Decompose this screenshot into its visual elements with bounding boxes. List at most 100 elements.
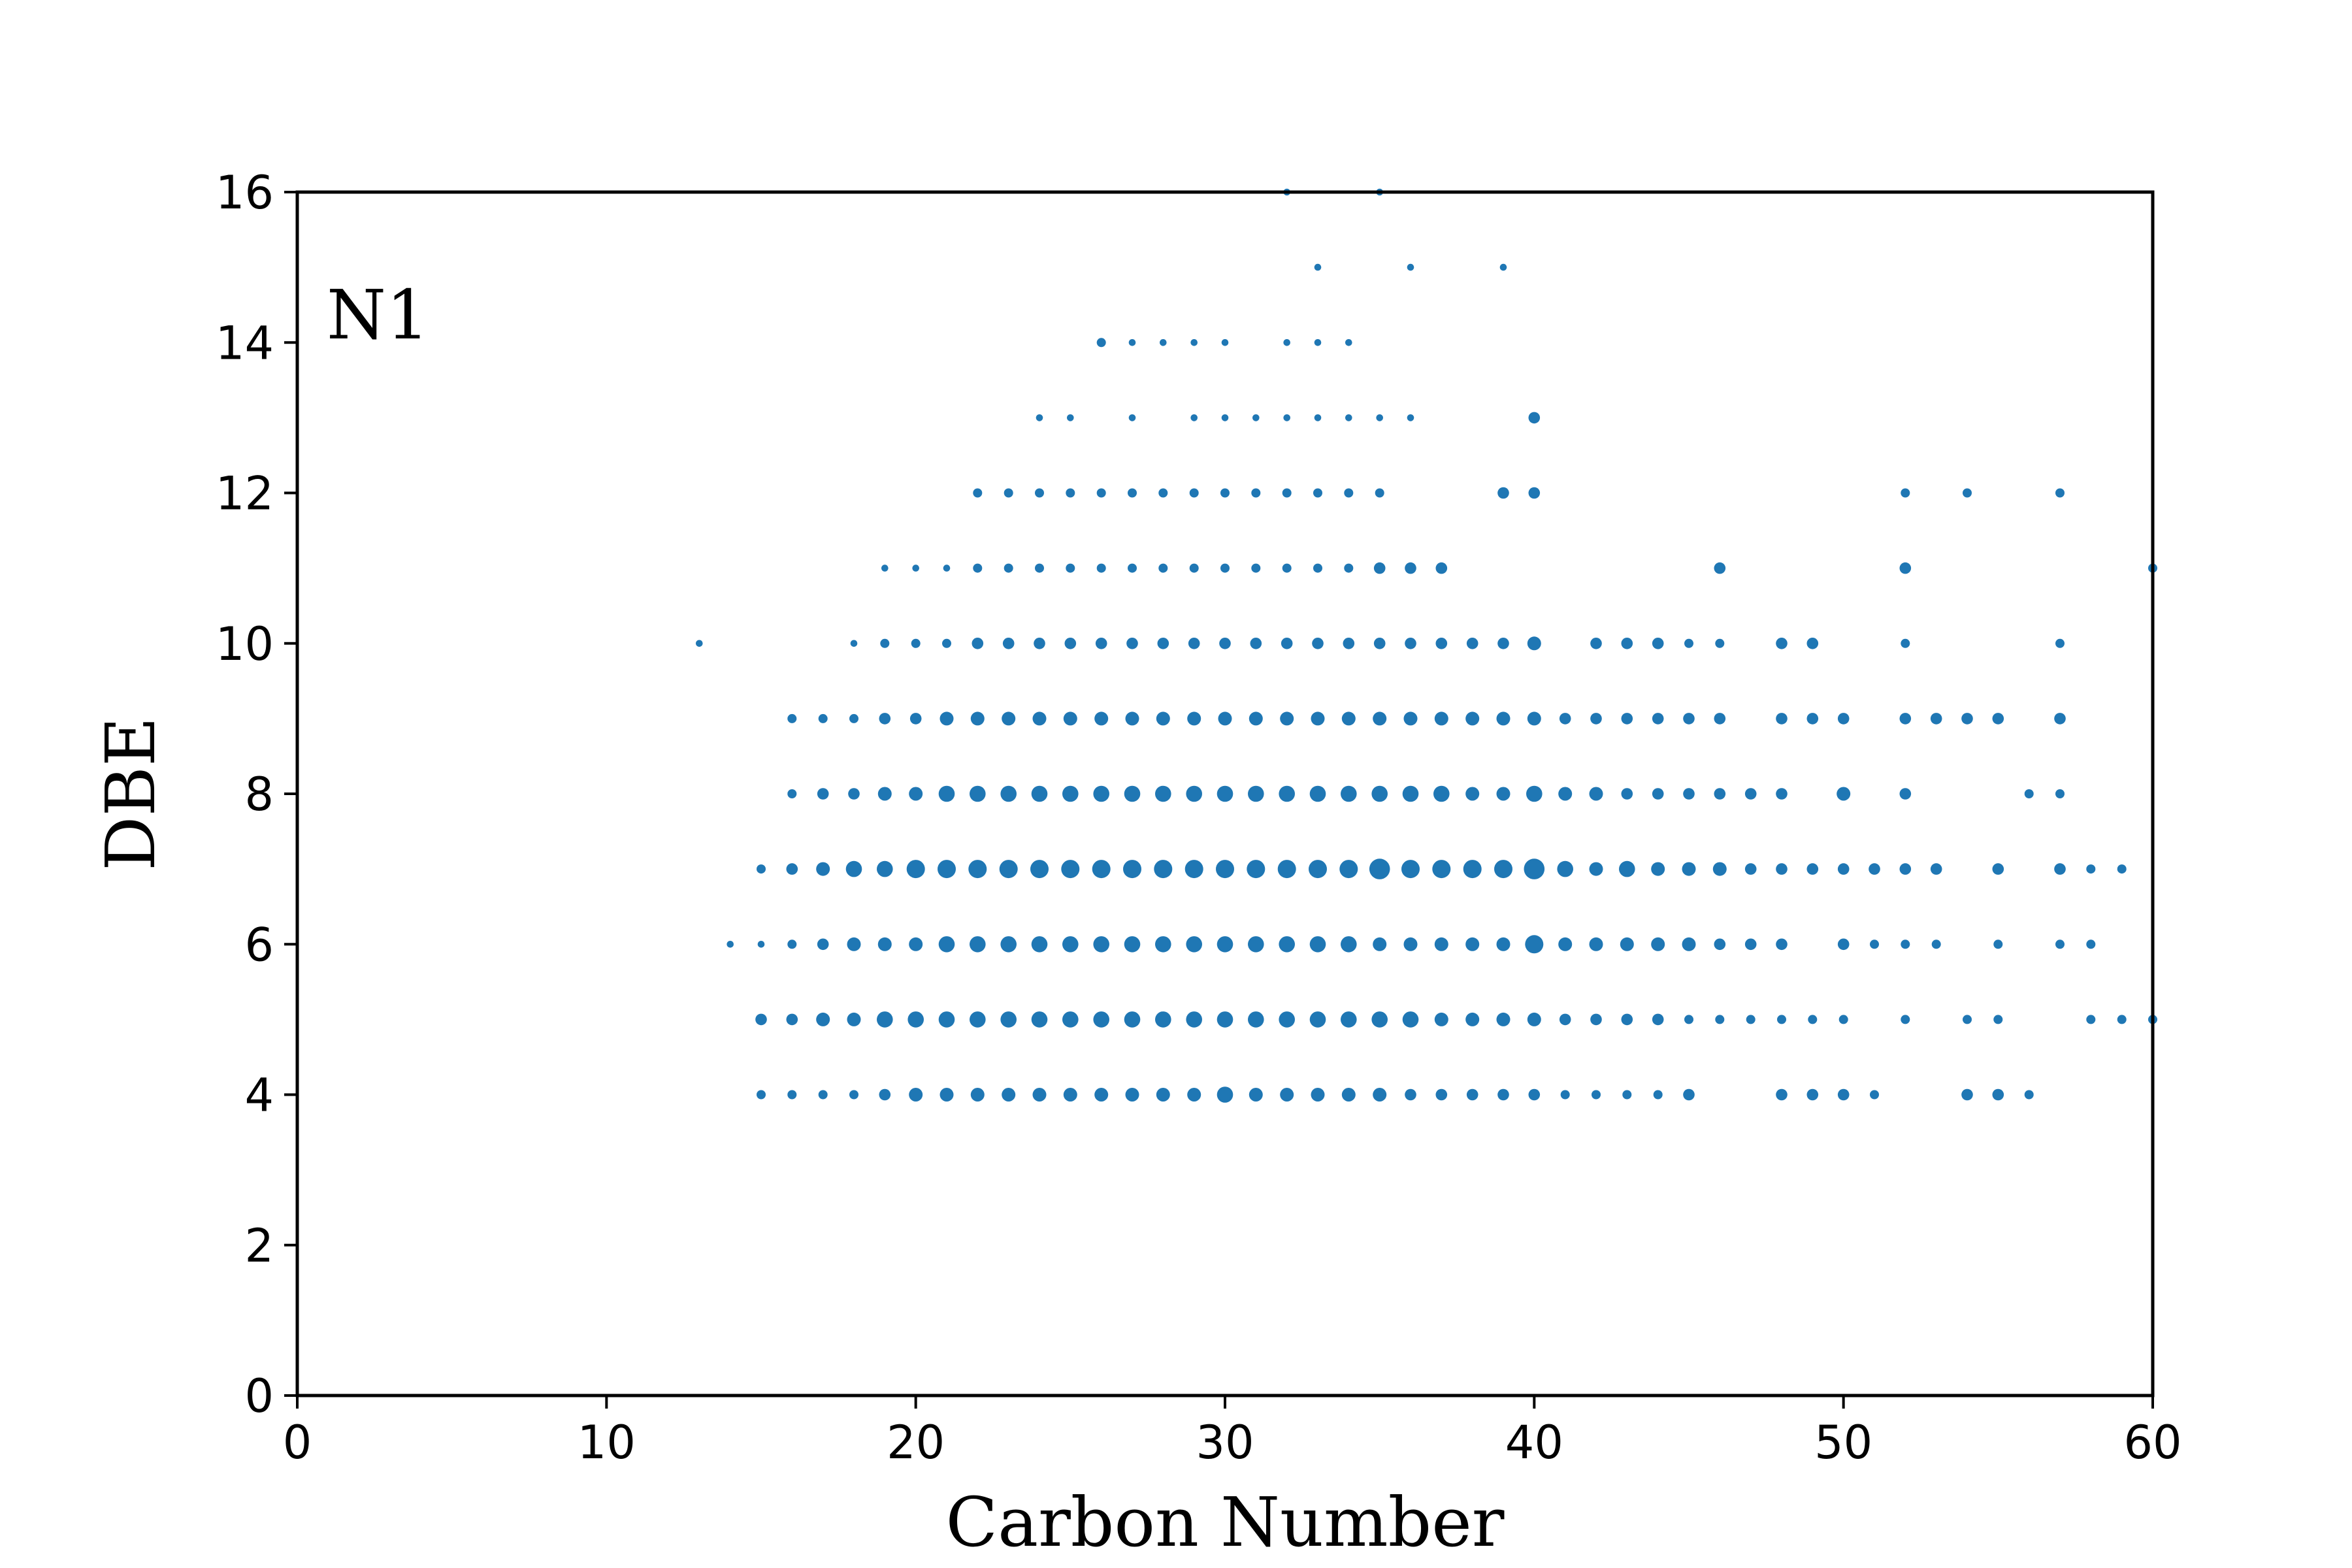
y-tick-label: 2 — [244, 1219, 274, 1273]
data-point — [970, 936, 986, 953]
x-tick-label: 60 — [2123, 1416, 2181, 1469]
data-point — [1930, 863, 1942, 875]
data-point — [1002, 711, 1016, 726]
data-point — [847, 937, 861, 951]
data-point — [1776, 863, 1788, 875]
data-point — [787, 789, 797, 798]
data-point — [1373, 562, 1386, 574]
data-point — [1061, 860, 1080, 879]
data-point — [1155, 1011, 1171, 1028]
data-point — [973, 563, 983, 573]
data-point — [1004, 488, 1013, 498]
data-point — [1188, 638, 1200, 649]
data-point — [909, 937, 923, 951]
data-point — [727, 941, 734, 948]
data-point — [1313, 488, 1322, 498]
data-point — [1126, 638, 1138, 649]
data-point — [912, 564, 919, 572]
data-point — [1621, 713, 1633, 725]
data-point — [970, 785, 986, 802]
data-point — [999, 860, 1018, 879]
data-point — [1067, 414, 1074, 421]
data-point — [1281, 638, 1293, 649]
data-point — [1309, 936, 1326, 953]
data-point — [1808, 1015, 1818, 1024]
data-point — [1093, 936, 1109, 953]
data-point — [1992, 1088, 2004, 1101]
data-point — [1494, 860, 1512, 879]
data-point — [1248, 1011, 1264, 1028]
series-annotation: N1 — [327, 275, 429, 355]
data-point — [1031, 785, 1048, 802]
data-point — [1095, 638, 1107, 649]
y-axis: 0 2 4 6 8 10 12 14 16 — [216, 166, 297, 1423]
data-point — [1314, 414, 1322, 421]
data-point — [1279, 936, 1295, 953]
data-point — [1252, 414, 1260, 421]
x-axis: 0 10 20 30 40 50 60 — [283, 1396, 2182, 1469]
data-point — [1063, 711, 1077, 726]
x-tick-label: 30 — [1196, 1416, 1254, 1469]
x-tick-label: 10 — [578, 1416, 636, 1469]
data-point — [1221, 339, 1229, 346]
data-point — [1186, 785, 1202, 802]
data-point — [1282, 563, 1292, 573]
data-point — [1375, 488, 1384, 498]
data-point — [1158, 563, 1168, 573]
data-point — [1433, 785, 1450, 802]
data-point — [1589, 862, 1603, 876]
data-point — [1096, 563, 1106, 573]
data-point — [1189, 563, 1199, 573]
data-point — [1559, 713, 1571, 725]
data-point — [1309, 785, 1326, 802]
data-point — [907, 1011, 924, 1028]
data-point — [1993, 939, 2003, 949]
data-point — [1000, 1011, 1017, 1028]
data-point — [1063, 1088, 1077, 1102]
data-point — [850, 640, 858, 647]
data-point — [1496, 1012, 1511, 1026]
data-point — [1155, 936, 1171, 953]
data-point — [1405, 638, 1416, 649]
data-point — [1590, 638, 1602, 649]
data-point — [1620, 937, 1634, 951]
data-point — [911, 638, 921, 648]
data-point — [1283, 339, 1290, 346]
data-point — [1373, 1088, 1387, 1102]
data-point — [1403, 711, 1418, 726]
data-point — [877, 860, 893, 877]
data-point — [2024, 789, 2034, 798]
data-point — [1682, 937, 1696, 951]
data-point — [1002, 1088, 1016, 1102]
data-point — [1216, 860, 1234, 879]
x-tick-label: 50 — [1814, 1416, 1872, 1469]
data-point — [1280, 711, 1294, 726]
data-point — [1096, 488, 1106, 498]
data-point — [1094, 1088, 1109, 1102]
data-point — [1092, 860, 1111, 879]
data-point — [787, 713, 797, 723]
data-point — [1062, 936, 1079, 953]
data-point — [1435, 562, 1448, 574]
data-point — [1247, 860, 1266, 879]
data-point — [1157, 638, 1169, 649]
y-tick-label: 10 — [216, 617, 274, 671]
data-point — [1465, 937, 1480, 951]
data-point — [1405, 562, 1416, 574]
data-point — [1376, 414, 1383, 421]
data-point — [1899, 863, 1912, 875]
data-point — [1309, 1011, 1326, 1028]
data-point — [1402, 1011, 1419, 1028]
data-point — [1466, 638, 1478, 649]
data-point — [1715, 638, 1725, 648]
data-point — [1096, 338, 1106, 348]
data-point — [1524, 858, 1545, 879]
data-point — [1032, 711, 1047, 726]
data-point — [1314, 263, 1322, 271]
data-point — [2024, 1090, 2034, 1100]
y-tick-label: 6 — [244, 918, 274, 972]
data-point — [1589, 937, 1603, 951]
data-point — [1837, 1088, 1850, 1101]
data-point — [1652, 1013, 1664, 1026]
data-point — [968, 860, 987, 879]
